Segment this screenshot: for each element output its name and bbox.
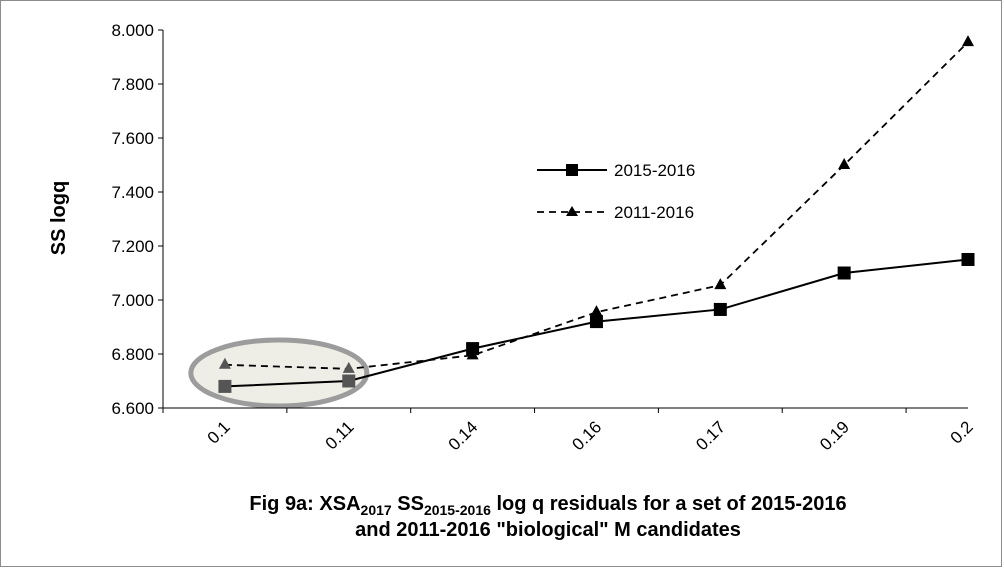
caption-prefix: Fig 9a: XSA — [249, 493, 360, 515]
data-point — [962, 35, 974, 47]
y-axis-label: SS logq — [48, 181, 70, 255]
y-tick-label: 7.600 — [111, 129, 154, 148]
data-point — [837, 266, 851, 280]
data-point — [342, 361, 355, 373]
y-tick-label: 7.800 — [111, 75, 154, 94]
data-point — [466, 348, 479, 360]
x-tick-label: 0.17 — [692, 417, 729, 454]
legend-marker-1 — [566, 164, 578, 176]
caption-sub-1: 2017 — [361, 502, 392, 518]
data-point — [218, 357, 231, 369]
y-tick-label: 6.800 — [111, 345, 154, 364]
data-point — [589, 315, 603, 329]
series-layer — [218, 35, 975, 393]
x-tick-label: 0.2 — [947, 417, 977, 447]
x-tick-label: 0.14 — [445, 417, 482, 454]
y-tick-label: 7.000 — [111, 291, 154, 310]
legend-item-2: 2011-2016 — [537, 203, 694, 222]
y-tick-label: 7.400 — [111, 183, 154, 202]
caption-sub-2: 2015-2016 — [424, 502, 491, 518]
x-tick-label: 0.11 — [322, 417, 358, 453]
legend-label-2: 2011-2016 — [614, 203, 694, 222]
data-point — [714, 278, 727, 290]
legend-label-1: 2015-2016 — [614, 161, 695, 180]
caption-mid: SS — [392, 493, 424, 515]
x-tick-label: 0.19 — [816, 417, 853, 454]
data-point — [218, 379, 232, 393]
series-2 — [218, 35, 974, 373]
y-tick-label: 6.600 — [111, 399, 154, 418]
legend-marker-2 — [566, 206, 578, 216]
caption-line-1: Fig 9a: XSA2017 SS2015-2016 log q residu… — [249, 493, 846, 518]
y-tick-label: 8.000 — [111, 21, 154, 40]
data-point — [713, 302, 727, 316]
caption-line-2: and 2011-2016 "biological" M candidates — [355, 519, 741, 541]
highlight-ellipse — [188, 337, 370, 409]
y-tick-label: 7.200 — [111, 237, 154, 256]
data-point — [342, 374, 356, 388]
x-tick-label: 0.16 — [568, 417, 605, 454]
highlight-ellipse-layer — [188, 337, 370, 409]
caption-suffix: log q residuals for a set of 2015-2016 — [491, 493, 847, 515]
x-tick-label: 0.1 — [204, 417, 234, 447]
legend-item-1: 2015-2016 — [537, 161, 695, 180]
legend: 2015-2016 2011-2016 — [537, 161, 695, 222]
data-point — [961, 253, 975, 266]
data-point — [838, 158, 851, 169]
data-point — [590, 305, 603, 317]
